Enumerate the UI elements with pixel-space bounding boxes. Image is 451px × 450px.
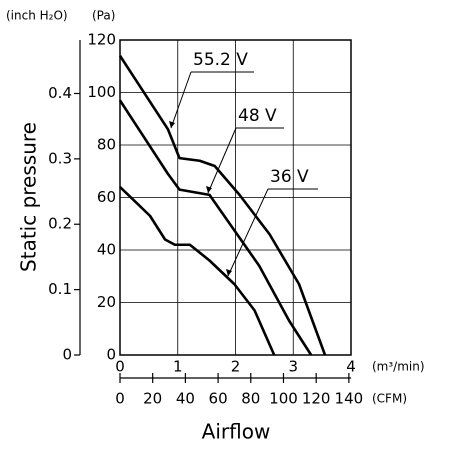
x-tick-label: 2 [231,358,241,376]
label-arrow [226,269,232,276]
x-unit: (m³/min) [372,360,425,374]
series-label: 55.2 V [193,50,248,70]
x2-tick-label: 40 [176,390,195,408]
label-arrow [169,121,175,128]
x-axis-title: Airflow [202,420,271,444]
y2-tick-label: 0.1 [48,280,72,298]
x2-tick-label: 120 [302,390,331,408]
x-tick-label: 0 [115,358,125,376]
x2-tick-label: 0 [115,390,125,408]
series-label: 36 V [270,167,309,187]
x2-tick-label: 60 [209,390,228,408]
x2-tick-label: 20 [143,390,162,408]
label-leader [170,71,192,129]
y-tick-label: 20 [97,293,116,311]
y-tick-label: 0 [106,346,116,364]
y2-tick-label: 0 [62,346,72,364]
x2-tick-label: 100 [269,390,298,408]
series-line [118,99,313,356]
y-tick-label: 120 [87,31,116,49]
y-axis-title: Static pressure [17,122,41,272]
y-tick-label: 40 [97,241,116,259]
x2-tick-label: 140 [335,390,364,408]
y-tick-label: 100 [87,83,116,101]
x2-tick-label: 80 [241,390,260,408]
x-tick-label: 3 [288,358,298,376]
x-tick-label: 1 [173,358,183,376]
y2-tick-label: 0.2 [48,215,72,233]
y2-tick-label: 0.4 [48,84,72,102]
x-tick-label: 4 [346,358,356,376]
label-leader [227,188,269,277]
y-tick-label: 80 [97,136,116,154]
y-tick-label: 60 [97,188,116,206]
series-label: 48 V [238,106,277,126]
y-unit: (Pa) [92,9,115,23]
series-line [118,55,327,356]
y2-unit: (inch H₂O) [6,9,68,23]
y2-tick-label: 0.3 [48,149,72,167]
series-line [119,186,276,356]
label-leader [207,127,237,194]
x2-unit: (CFM) [372,392,407,406]
label-arrow [206,186,212,193]
